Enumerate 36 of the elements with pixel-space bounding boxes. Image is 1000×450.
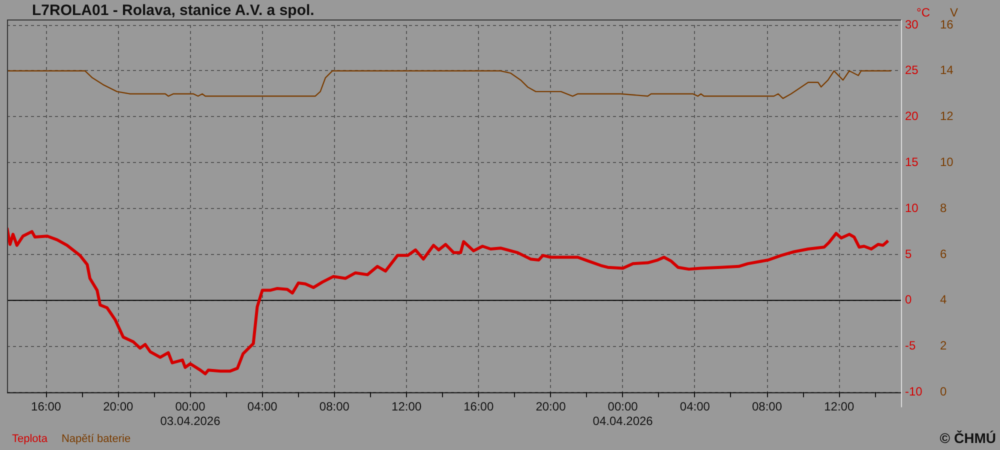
- x-tick-label: 04:00: [680, 400, 710, 414]
- y2-tick-label: 12: [940, 109, 954, 124]
- y-tick-label: -10: [905, 384, 923, 399]
- y-tick-label: 20: [905, 109, 919, 124]
- y2-tick-label: 4: [940, 292, 947, 307]
- text: Napětí baterie: [61, 433, 131, 445]
- x-tick-label: 12:00: [824, 400, 854, 414]
- y2-tick-label: 2: [940, 338, 947, 353]
- x-tick-label: 08:00: [319, 400, 350, 414]
- y2-tick-label: 6: [940, 246, 947, 261]
- x-tick-label: 00:00 03.04.2026: [160, 400, 221, 428]
- x-tick-label: 00:00 04.04.2026: [592, 400, 654, 428]
- y-tick-label: 30: [905, 17, 919, 32]
- y-tick-label: 25: [905, 63, 919, 78]
- y-tick-label: -5: [905, 338, 916, 353]
- text: © ČHMÚ: [940, 430, 996, 446]
- y2-tick-label: 14: [940, 63, 954, 78]
- chart-title: L7ROLA01 - Rolava, stanice A.V. a spol.: [32, 2, 314, 19]
- x-tick-label: 08:00: [752, 400, 782, 414]
- x-tick-label: 12:00: [392, 400, 422, 414]
- y-tick-label: 15: [905, 155, 919, 170]
- y2-axis-title: V: [950, 5, 958, 20]
- y-axis-title: °C: [916, 5, 930, 20]
- x-tick-label: 16:00: [464, 400, 494, 414]
- x-tick-label: 20:00: [536, 400, 566, 414]
- y-tick-label: 10: [905, 200, 919, 215]
- y2-tick-label: 16: [940, 17, 954, 32]
- x-tick-label: 16:00: [31, 400, 62, 414]
- y2-tick-label: 8: [940, 200, 947, 215]
- y-tick-label: 0: [905, 292, 912, 307]
- x-tick-label: 20:00: [103, 400, 134, 414]
- x-tick-label: 04:00: [247, 400, 278, 414]
- y2-tick-label: 10: [940, 155, 954, 170]
- text: Teplota: [12, 433, 48, 445]
- y-tick-label: 5: [905, 246, 912, 261]
- y2-tick-label: 0: [940, 384, 947, 399]
